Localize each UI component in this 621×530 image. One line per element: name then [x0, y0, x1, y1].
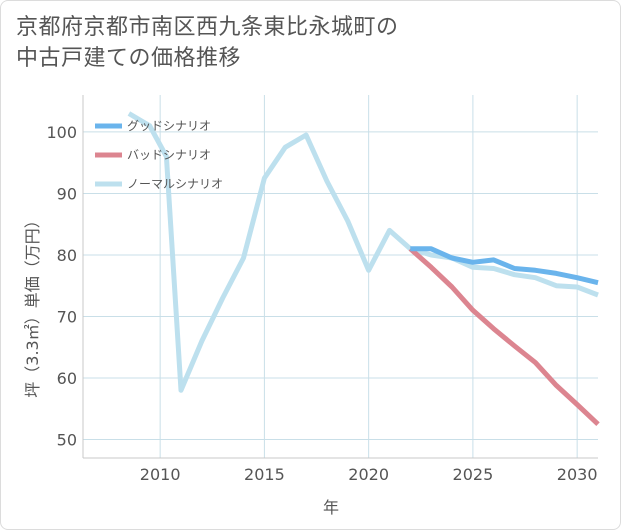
x-axis-title: 年 [323, 498, 339, 517]
y-tick-label: 60 [57, 369, 77, 388]
series-line-3 [127, 111, 599, 393]
chart-title: 京都府京都市南区西九条東比永城町の 中古戸建ての価格推移 [16, 12, 399, 74]
chart-title-line-2: 中古戸建ての価格推移 [16, 46, 242, 71]
legend-label: グッドシナリオ [127, 119, 211, 133]
legend-label: バッドシナリオ [127, 148, 211, 162]
x-tick-label: 2025 [453, 465, 494, 484]
legend-label: ノーマルシナリオ [127, 177, 223, 191]
grid [83, 95, 598, 458]
chart-title-line-1: 京都府京都市南区西九条東比永城町の [16, 15, 399, 40]
x-tick-label: 2015 [244, 465, 285, 484]
y-tick-label: 100 [46, 123, 77, 142]
x-tick-label: 2030 [557, 465, 598, 484]
x-tick-label: 2020 [348, 465, 389, 484]
y-axis-title: 坪（3.3㎡）単価（万円） [23, 212, 42, 397]
series [127, 111, 600, 427]
series-line-2 [408, 246, 600, 427]
axes: 50 60 70 80 90 100 2010 2015 2020 2025 2030 [46, 95, 598, 484]
series-line-1 [410, 246, 599, 286]
x-tick-label: 2010 [140, 465, 181, 484]
y-tick-label: 50 [57, 431, 77, 450]
y-tick-label: 90 [57, 184, 77, 203]
y-tick-label: 70 [57, 307, 77, 326]
y-tick-label: 80 [57, 246, 77, 265]
